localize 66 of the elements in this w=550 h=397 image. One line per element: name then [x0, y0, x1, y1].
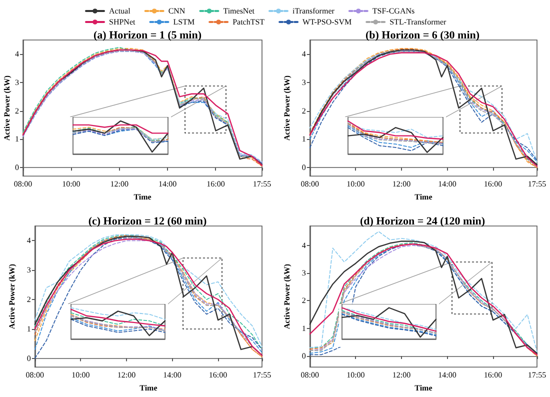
- y-tick-label: 1: [15, 134, 19, 144]
- y-axis-title: Active Power (kW): [2, 75, 12, 141]
- y-tick-label: 3: [26, 266, 31, 275]
- x-tick-label: 17:55: [252, 370, 272, 380]
- y-tick-label: 4: [26, 236, 31, 246]
- x-tick-label: 12:00: [117, 370, 136, 380]
- y-tick-label: 3: [302, 268, 306, 278]
- y-tick-label: 1: [26, 324, 31, 334]
- x-tick-label: 10:00: [72, 370, 90, 380]
- x-tick-label: 10:00: [346, 180, 365, 189]
- y-tick-label: 2: [26, 294, 31, 304]
- x-tick-label: 16:00: [208, 370, 228, 380]
- x-tick-label: 14:00: [438, 370, 456, 380]
- chart-title: (b) Horizon = 6 (30 min): [365, 30, 480, 42]
- x-tick-label: 16:00: [484, 370, 502, 380]
- x-tick-label: 16:00: [206, 180, 225, 189]
- x-tick-label: 12:00: [392, 370, 411, 380]
- x-tick-label: 17:55: [528, 180, 546, 189]
- legend-label: TSF-CGANs: [372, 6, 415, 16]
- x-tick-label: 08:00: [300, 180, 320, 189]
- legend-label: SHPNet: [109, 18, 136, 26]
- y-tick-label: 4: [15, 50, 19, 59]
- y-axis-title: Active Power (kW): [282, 264, 292, 330]
- x-tick-label: 10:00: [346, 370, 365, 380]
- legend-label: CNN: [168, 6, 186, 16]
- chart-title: (d) Horizon = 24 (120 min): [360, 216, 486, 228]
- x-tick-label: 14:00: [163, 370, 182, 380]
- x-axis-title: Time: [134, 192, 152, 202]
- legend-label: Actual: [109, 6, 132, 16]
- y-tick-label: 1: [302, 134, 306, 144]
- x-tick-label: 14:00: [438, 180, 456, 189]
- x-tick-label: 12:00: [110, 180, 128, 189]
- legend-label: WT-PSO-SVM: [302, 18, 352, 26]
- x-tick-label: 08:00: [300, 370, 320, 380]
- y-tick-label: 0: [26, 354, 31, 363]
- y-axis-title: Active Power (kW): [8, 264, 16, 330]
- x-axis-title: Time: [140, 384, 158, 392]
- legend-label: LSTM: [173, 18, 195, 26]
- y-tick-label: 4: [302, 50, 306, 59]
- y-tick-label: 3: [15, 78, 19, 88]
- y-tick-label: 3: [302, 78, 306, 88]
- x-tick-label: 08:00: [26, 370, 44, 380]
- x-tick-label: 17:55: [528, 370, 546, 380]
- x-tick-label: 14:00: [158, 180, 177, 189]
- x-tick-label: 12:00: [392, 180, 411, 189]
- y-tick-label: 2: [302, 296, 306, 306]
- chart-title: (c) Horizon = 12 (60 min): [88, 216, 208, 228]
- y-tick-label: 0: [302, 352, 306, 361]
- y-tick-label: 0: [15, 163, 19, 172]
- legend-label: iTransformer: [292, 6, 335, 16]
- x-axis-title: Time: [414, 192, 433, 202]
- x-tick-label: 10:00: [62, 180, 80, 189]
- x-tick-label: 08:00: [14, 180, 32, 189]
- x-tick-label: 17:55: [252, 180, 272, 189]
- legend-label: PatchTST: [232, 18, 265, 26]
- legend-label: TimesNet: [223, 6, 256, 16]
- y-tick-label: 0: [302, 163, 306, 172]
- y-tick-label: 4: [302, 240, 306, 250]
- y-axis-title: Active Power (kW): [282, 75, 292, 141]
- x-tick-label: 16:00: [484, 180, 502, 189]
- y-tick-label: 2: [15, 106, 19, 116]
- chart-title: (a) Horizon = 1 (5 min): [93, 30, 202, 42]
- legend-label: STL-Transformer: [390, 18, 447, 26]
- x-axis-title: Time: [414, 384, 433, 392]
- y-tick-label: 2: [302, 106, 306, 116]
- y-tick-label: 1: [302, 324, 306, 333]
